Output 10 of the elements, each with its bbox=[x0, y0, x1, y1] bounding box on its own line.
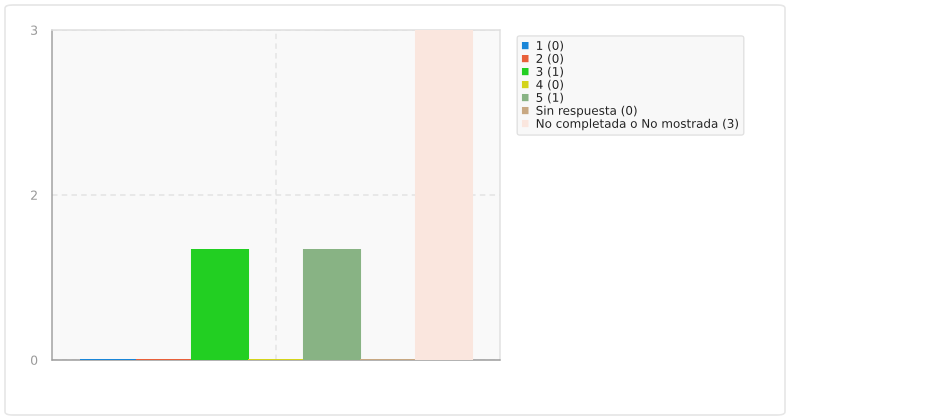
y-tick-label: 3 bbox=[31, 25, 38, 35]
legend-label: 1 (0) bbox=[537, 40, 563, 52]
legend-label: No completada o No mostrada (3) bbox=[536, 118, 738, 130]
legend-label: 2 (0) bbox=[536, 54, 563, 64]
legend-label: 3 (1) bbox=[536, 66, 563, 78]
legend-label: 5 (1) bbox=[536, 92, 563, 104]
y-tick-label: 2 bbox=[31, 190, 37, 200]
legend-label: 4 (0) bbox=[536, 80, 563, 90]
legend-label: Sin respuesta (0) bbox=[536, 106, 637, 118]
y-tick-label: 0 bbox=[30, 355, 38, 365]
